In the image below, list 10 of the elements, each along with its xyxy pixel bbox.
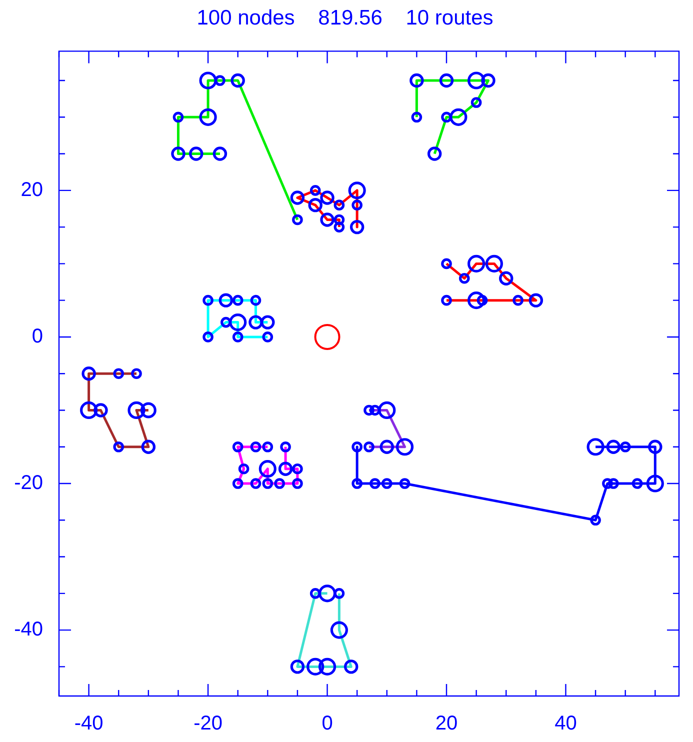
chart-title: 100 nodes 819.56 10 routes: [196, 6, 494, 30]
y-tick-label: 0: [32, 325, 43, 348]
y-tick-label: -20: [14, 472, 43, 494]
x-tick-label: 0: [322, 712, 333, 735]
y-tick-label: -40: [14, 618, 43, 641]
x-tick-label: -40: [74, 712, 104, 735]
y-tick-label: 20: [20, 178, 43, 201]
x-tick-label: -20: [194, 712, 222, 735]
x-tick-label: 40: [554, 712, 577, 735]
x-tick-label: 20: [435, 712, 458, 735]
